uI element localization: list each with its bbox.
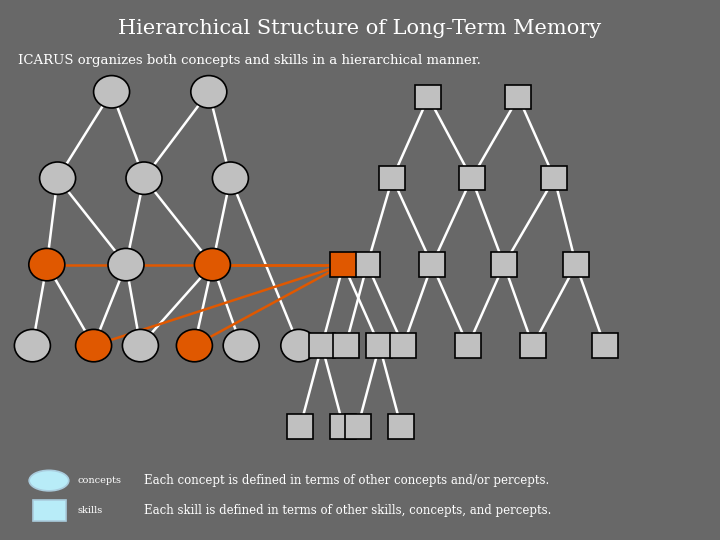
Bar — [333, 334, 359, 358]
Text: skills: skills — [77, 506, 102, 515]
Bar — [354, 252, 380, 276]
Bar — [390, 334, 416, 358]
Ellipse shape — [281, 329, 317, 362]
Ellipse shape — [191, 76, 227, 108]
Text: concepts: concepts — [77, 476, 121, 485]
Bar — [287, 415, 313, 438]
Ellipse shape — [94, 76, 130, 108]
Ellipse shape — [126, 162, 162, 194]
Text: Hierarchical Structure of Long-Term Memory: Hierarchical Structure of Long-Term Memo… — [118, 19, 602, 38]
Text: ICARUS organizes both concepts and skills in a hierarchical manner.: ICARUS organizes both concepts and skill… — [18, 54, 481, 67]
Bar — [592, 334, 618, 358]
Bar — [541, 166, 567, 190]
Ellipse shape — [29, 470, 69, 491]
Bar — [330, 415, 356, 438]
Bar — [455, 334, 481, 358]
Bar — [491, 252, 517, 276]
Ellipse shape — [108, 248, 144, 281]
Ellipse shape — [194, 248, 230, 281]
Ellipse shape — [29, 248, 65, 281]
Bar — [345, 415, 371, 438]
Text: Each concept is defined in terms of other concepts and/or percepts.: Each concept is defined in terms of othe… — [144, 474, 549, 487]
Ellipse shape — [14, 329, 50, 362]
Bar — [33, 500, 66, 521]
Bar — [505, 85, 531, 109]
Text: Each skill is defined in terms of other skills, concepts, and percepts.: Each skill is defined in terms of other … — [144, 504, 552, 517]
Bar — [563, 252, 589, 276]
Bar — [379, 166, 405, 190]
Bar — [419, 252, 445, 276]
Ellipse shape — [76, 329, 112, 362]
Bar — [366, 334, 392, 358]
Ellipse shape — [223, 329, 259, 362]
Ellipse shape — [122, 329, 158, 362]
Bar — [520, 334, 546, 358]
Bar — [309, 334, 335, 358]
Ellipse shape — [212, 162, 248, 194]
Bar — [388, 415, 414, 438]
Bar — [330, 252, 356, 276]
Ellipse shape — [40, 162, 76, 194]
Bar — [459, 166, 485, 190]
Bar — [415, 85, 441, 109]
Ellipse shape — [176, 329, 212, 362]
